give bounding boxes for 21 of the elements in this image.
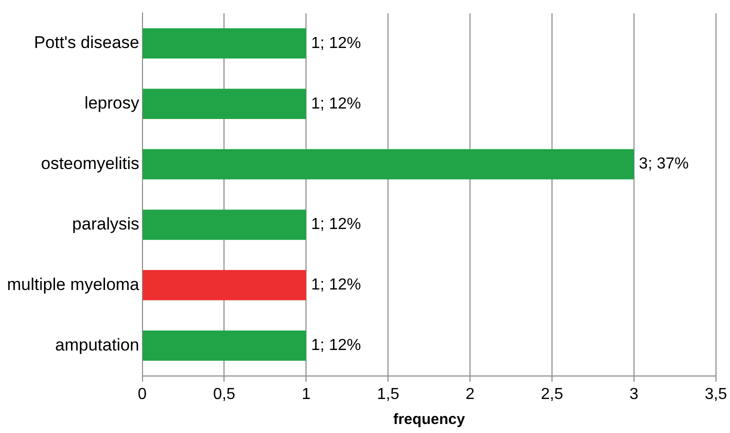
- data-label: 1; 12%: [311, 95, 361, 112]
- x-tick-label: 3,5: [704, 386, 728, 403]
- data-label: 1; 12%: [311, 336, 361, 354]
- y-tick-label: multiple myeloma: [7, 274, 140, 294]
- data-label: 1; 12%: [311, 216, 361, 234]
- y-tick-label: paralysis: [72, 214, 140, 234]
- x-tick-label: 2: [466, 386, 475, 403]
- x-tick-label: 1,5: [376, 386, 400, 403]
- x-tick-label: 3: [629, 386, 638, 403]
- y-tick-label: Pott's disease: [34, 33, 140, 52]
- x-tick-label: 0: [138, 386, 147, 403]
- y-tick-label: amputation: [55, 335, 140, 354]
- data-label: 1; 12%: [311, 34, 361, 52]
- x-tick-label: 2,5: [540, 386, 564, 403]
- y-tick-label: osteomyelitis: [41, 154, 140, 173]
- x-axis-title: frequency: [393, 411, 466, 428]
- x-tick-label: 0,5: [213, 386, 236, 403]
- y-tick-label: leprosy: [84, 94, 140, 113]
- data-label: 1; 12%: [311, 276, 361, 294]
- data-label: 3; 37%: [638, 156, 689, 173]
- x-tick-label: 1: [302, 386, 311, 403]
